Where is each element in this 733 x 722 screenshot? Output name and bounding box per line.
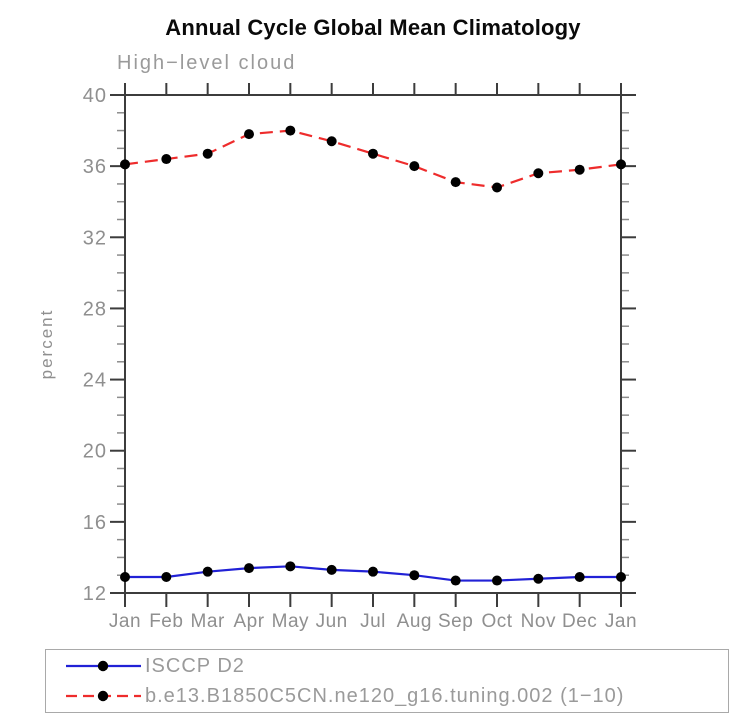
series-1-marker <box>616 159 626 170</box>
series-0-marker <box>574 571 585 582</box>
chart-subtitle: High−level cloud <box>117 52 297 74</box>
series-1-marker <box>202 148 213 159</box>
plot-area: 12 16 20 24 28 32 36 40 Jan Feb Mar Apr May Jun Jul Aug… <box>37 83 637 632</box>
chart-title: Annual Cycle Global Mean Climatology <box>165 15 581 40</box>
legend-marker-dot-icon <box>97 690 109 702</box>
series-1-marker <box>574 164 585 175</box>
x-tick-label: Jan <box>605 611 637 632</box>
series-0-marker <box>450 575 461 586</box>
y-tick-label: 40 <box>83 85 107 107</box>
series-0-marker <box>120 571 130 582</box>
series-1-marker <box>492 182 502 193</box>
x-tick-label: Aug <box>397 611 432 632</box>
y-tick-label: 12 <box>83 583 107 605</box>
x-tick-label: Apr <box>233 611 264 632</box>
x-tick-label: Dec <box>562 611 597 632</box>
x-tick-label: Sep <box>438 611 473 632</box>
x-tick-label: Jul <box>360 611 386 632</box>
series-0-marker <box>616 571 626 582</box>
legend-item-obs: ISCCP D2 <box>65 652 728 680</box>
legend-label-obs: ISCCP D2 <box>145 654 245 677</box>
series-1-line <box>124 129 622 189</box>
series-1-marker <box>533 168 544 179</box>
series-0-marker <box>202 566 213 577</box>
series-1-marker <box>450 177 461 188</box>
legend-marker-dot-icon <box>97 660 109 672</box>
series-0-marker <box>244 563 254 574</box>
y-tick-label: 36 <box>83 156 107 178</box>
series-1-marker <box>120 159 130 170</box>
legend-item-model: b.e13.B1850C5CN.ne120_g16.tuning.002 (1−… <box>65 682 728 710</box>
series-0-marker <box>409 570 420 581</box>
series-1-marker <box>244 129 254 140</box>
series-0-marker <box>326 564 337 575</box>
series-1-marker <box>161 154 172 165</box>
series-0-marker <box>492 575 502 586</box>
series-1-marker <box>326 136 337 147</box>
series-1-marker <box>285 125 296 136</box>
plot-frame <box>124 94 622 594</box>
series-1-marker <box>409 161 420 172</box>
x-tick-label: Mar <box>191 611 225 632</box>
series-0-marker <box>533 573 544 584</box>
y-tick-label: 24 <box>83 370 107 392</box>
y-axis-title: percent <box>37 309 56 380</box>
legend-line-sample-solid <box>66 660 141 672</box>
series-0-marker <box>285 561 296 572</box>
x-tick-label: Jan <box>109 611 141 632</box>
y-tick-label: 20 <box>83 441 107 463</box>
x-tick-label: Feb <box>149 611 183 632</box>
series-0-marker <box>161 571 172 582</box>
legend-label-model: b.e13.B1850C5CN.ne120_g16.tuning.002 (1−… <box>145 684 625 707</box>
x-tick-label: May <box>272 611 309 632</box>
legend-box: ISCCP D2 b.e13.B1850C5CN.ne120_g16.tunin… <box>45 649 729 713</box>
legend-line-sample-dashed <box>66 690 141 702</box>
series-0-marker <box>368 566 378 577</box>
y-tick-label: 28 <box>83 298 107 320</box>
series-1-marker <box>368 148 378 159</box>
x-tick-label: Nov <box>521 611 556 632</box>
y-tick-label: 16 <box>83 512 107 534</box>
x-tick-label: Jun <box>316 611 348 632</box>
y-tick-label: 32 <box>83 227 107 249</box>
x-tick-label: Oct <box>481 611 512 632</box>
